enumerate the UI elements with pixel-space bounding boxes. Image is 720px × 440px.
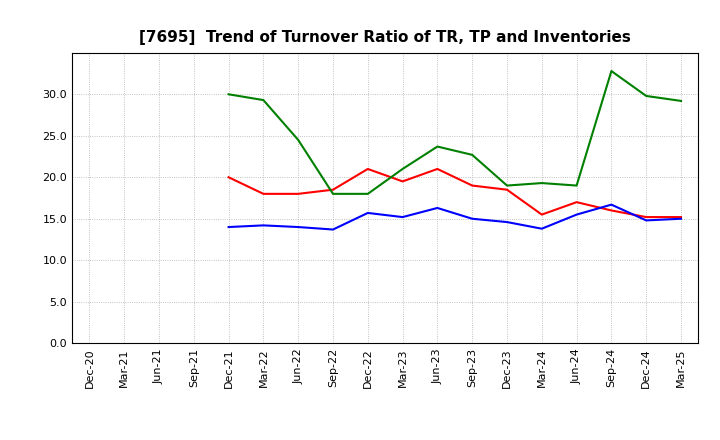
Title: [7695]  Trend of Turnover Ratio of TR, TP and Inventories: [7695] Trend of Turnover Ratio of TR, TP… (139, 29, 631, 45)
